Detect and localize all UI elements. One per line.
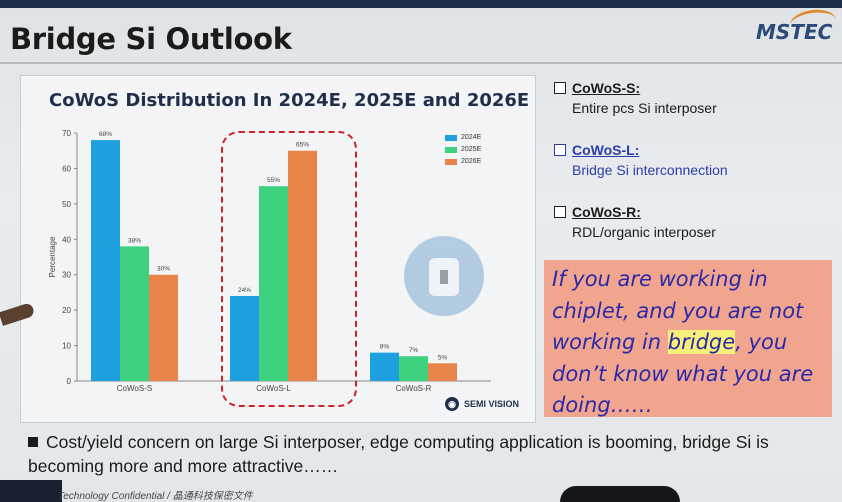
legend-label: 2024E (461, 134, 482, 141)
option-heading: CoWoS-R: (554, 204, 716, 220)
option-label: CoWoS-S: (572, 80, 641, 96)
bar-CoWoS-R-2024E (370, 352, 399, 381)
quote-before: If you are working in chiplet, and you a… (552, 267, 804, 354)
bar-CoWoS-R-2025E (399, 356, 428, 381)
data-label: 30% (157, 266, 170, 273)
legend-swatch (445, 135, 457, 141)
footer-confidential: Technology Confidential / 晶通科技保密文件 (58, 491, 253, 502)
legend-label: 2026E (461, 158, 482, 165)
y-tick-label: 30 (62, 271, 71, 280)
slide-title: Bridge Si Outlook (10, 22, 292, 56)
category-label: CoWoS-R (396, 384, 432, 393)
legend-item: 2026E (445, 156, 481, 168)
data-label: 7% (409, 347, 419, 354)
y-tick-label: 20 (62, 306, 71, 315)
option-cowos-l: CoWoS-L: Bridge Si interconnection (554, 142, 728, 178)
bullet-square-icon (28, 437, 38, 447)
watermark-logo (404, 236, 484, 316)
data-label: 68% (99, 131, 112, 138)
bar-CoWoS-S-2025E (120, 246, 149, 381)
semi-vision-brand: ◉ SEMI VISION (445, 397, 519, 411)
option-cowos-r: CoWoS-R: RDL/organic interposer (554, 204, 716, 240)
legend-item: 2024E (445, 132, 481, 144)
chart-panel: CoWoS Distribution In 2024E, 2025E and 2… (20, 75, 536, 423)
category-label: CoWoS-S (117, 384, 152, 393)
y-tick-label: 0 (67, 377, 72, 386)
title-divider (0, 62, 842, 64)
cowos-l-highlight (221, 131, 357, 407)
data-label: 24% (238, 287, 251, 294)
y-tick-label: 70 (62, 129, 71, 138)
bar-CoWoS-S-2024E (91, 140, 120, 381)
chart-title: CoWoS Distribution In 2024E, 2025E and 2… (49, 90, 530, 111)
semi-vision-icon: ◉ (445, 397, 459, 411)
legend-label: 2025E (461, 146, 482, 153)
y-tick-label: 10 (62, 342, 71, 351)
watermark-inner (429, 258, 459, 296)
data-label: 65% (296, 142, 309, 149)
quote-after: , you don’t know what you are doing…… (552, 330, 814, 417)
legend-swatch (445, 147, 457, 153)
y-tick-label: 60 (62, 164, 71, 173)
option-label: CoWoS-R: (572, 204, 641, 220)
quote-box: If you are working in chiplet, and you a… (544, 260, 832, 417)
y-axis-label: Percentage (48, 236, 57, 277)
top-bar (0, 0, 842, 8)
bullet-text: Cost/yield concern on large Si interpose… (28, 432, 769, 476)
bar-CoWoS-L-2024E (230, 295, 259, 381)
option-label: CoWoS-L: (572, 142, 640, 158)
chart-legend: 2024E 2025E 2026E (445, 132, 481, 168)
option-description: Entire pcs Si interposer (572, 100, 717, 116)
bar-CoWoS-L-2025E (259, 186, 288, 381)
checkbox-icon (554, 206, 566, 218)
checkbox-icon (554, 82, 566, 94)
y-tick-label: 50 (62, 200, 71, 209)
dark-corner (0, 480, 62, 502)
bar-CoWoS-S-2026E (149, 274, 178, 381)
option-heading: CoWoS-S: (554, 80, 717, 96)
data-label: 38% (128, 237, 141, 244)
y-tick-label: 40 (62, 235, 71, 244)
legend-swatch (445, 159, 457, 165)
category-label: CoWoS-L (256, 384, 291, 393)
company-logo: MSTEC (756, 20, 833, 44)
bullet-point: Cost/yield concern on large Si interpose… (28, 430, 828, 478)
data-label: 8% (380, 344, 390, 351)
data-label: 55% (267, 177, 280, 184)
brand-label: SEMI VISION (464, 399, 520, 409)
watermark-dot (440, 270, 448, 284)
data-label: 5% (438, 354, 448, 361)
option-cowos-s: CoWoS-S: Entire pcs Si interposer (554, 80, 717, 116)
option-description: RDL/organic interposer (572, 224, 716, 240)
bar-chart: 0 10 20 30 40 50 60 70 Percentage 68% 38% 30% CoWoS-… (48, 129, 491, 393)
legend-item: 2025E (445, 144, 481, 156)
audience-head (560, 486, 680, 502)
checkbox-icon (554, 144, 566, 156)
bar-CoWoS-R-2026E (428, 363, 457, 381)
quote-text: If you are working in chiplet, and you a… (552, 264, 830, 422)
option-heading: CoWoS-L: (554, 142, 728, 158)
option-description: Bridge Si interconnection (572, 162, 728, 178)
quote-highlight: bridge (667, 330, 736, 354)
bar-CoWoS-L-2026E (288, 150, 317, 381)
